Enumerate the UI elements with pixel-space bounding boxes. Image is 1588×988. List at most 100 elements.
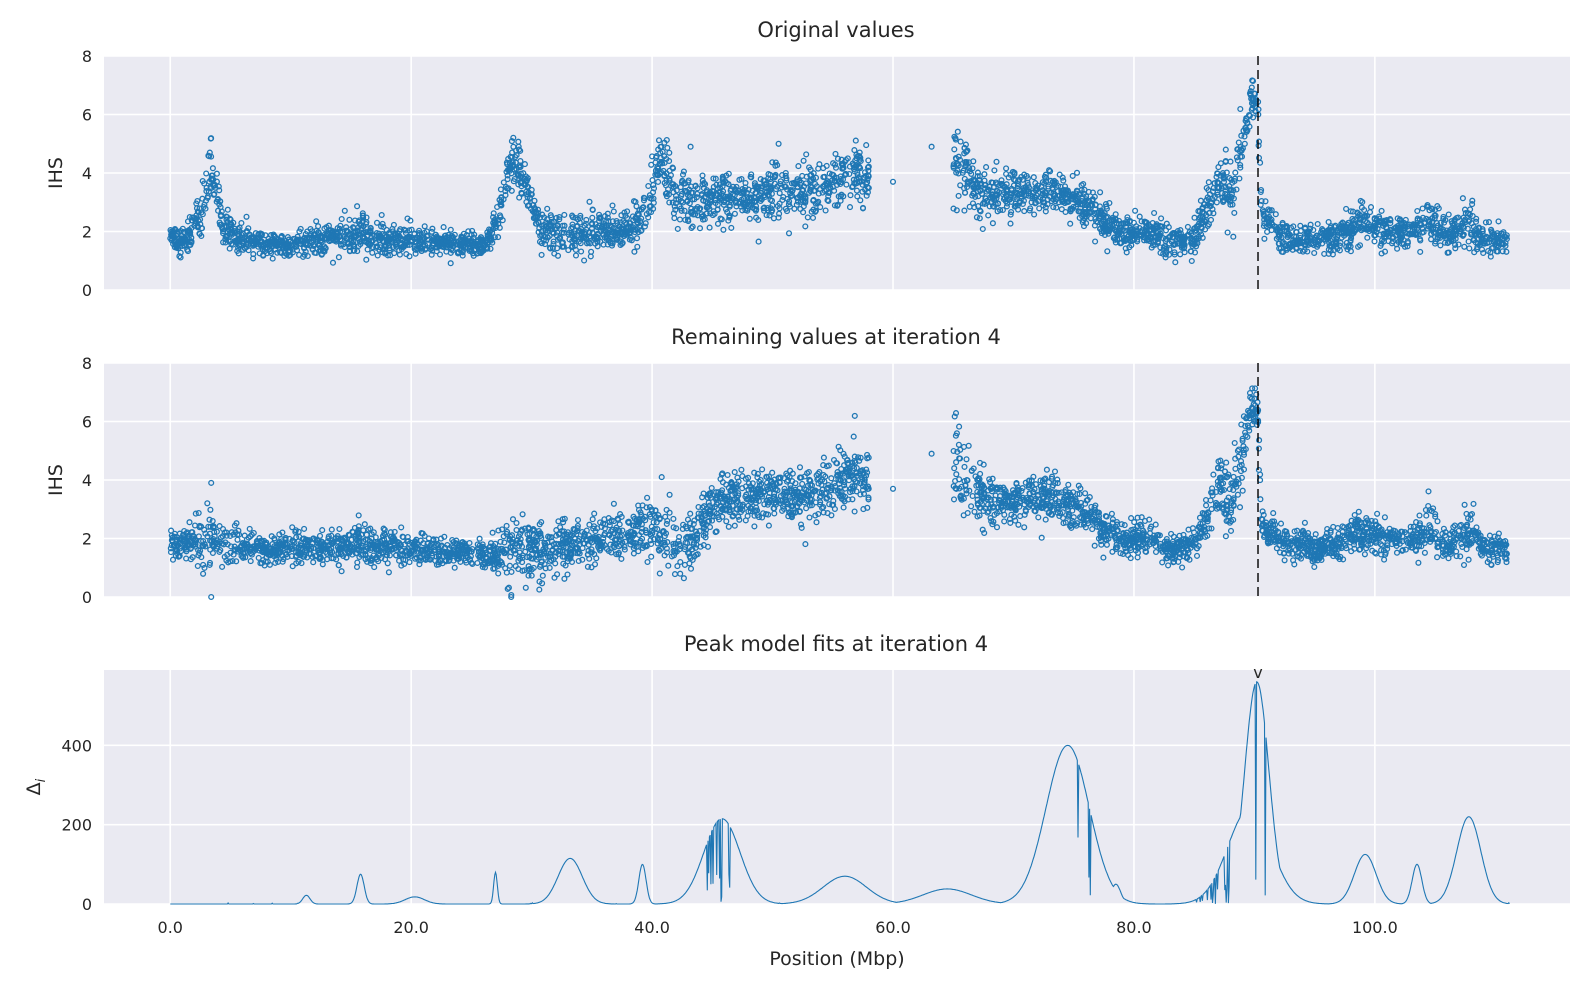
data-point <box>1103 205 1110 212</box>
data-point <box>975 193 982 200</box>
data-point <box>1059 190 1066 197</box>
data-point <box>579 228 586 235</box>
data-point <box>1079 195 1086 202</box>
data-point <box>428 237 435 244</box>
data-point <box>953 207 960 214</box>
data-point <box>1109 214 1116 221</box>
data-point <box>207 135 214 142</box>
data-point <box>459 252 466 259</box>
data-point <box>719 173 726 180</box>
data-point <box>1314 238 1321 245</box>
data-point <box>1404 243 1411 250</box>
data-point <box>569 212 576 219</box>
data-point <box>1011 171 1018 178</box>
data-point <box>517 170 524 177</box>
data-point <box>267 237 274 245</box>
data-point <box>492 216 499 223</box>
data-point <box>177 242 184 249</box>
data-point <box>746 215 753 222</box>
data-point <box>565 247 572 254</box>
data-point <box>1367 204 1375 211</box>
y-tick-label: 4 <box>82 471 92 490</box>
data-point <box>428 228 435 235</box>
data-point <box>1268 216 1275 223</box>
data-point <box>1027 205 1034 212</box>
data-point <box>218 208 225 215</box>
data-point <box>1084 197 1091 204</box>
data-point <box>699 216 707 223</box>
data-point <box>864 179 871 186</box>
data-point <box>564 571 571 578</box>
data-point <box>999 206 1006 214</box>
data-point <box>1205 221 1212 228</box>
data-point <box>519 511 526 518</box>
data-point <box>1238 132 1245 139</box>
data-point <box>755 497 762 505</box>
data-point <box>673 196 680 203</box>
data-point <box>1419 214 1427 221</box>
data-point <box>1314 220 1321 228</box>
data-point <box>1481 240 1488 247</box>
data-point <box>1349 215 1356 222</box>
data-point <box>1477 239 1485 246</box>
data-point <box>600 231 607 238</box>
data-point <box>684 198 691 205</box>
data-point <box>211 190 218 198</box>
data-point <box>656 547 663 554</box>
data-point <box>1451 216 1459 223</box>
data-point <box>559 516 566 523</box>
data-point <box>205 152 212 159</box>
data-point <box>517 147 524 154</box>
data-point <box>574 516 582 524</box>
data-point <box>1495 218 1502 225</box>
data-point <box>1053 196 1060 203</box>
data-point <box>838 179 845 186</box>
data-point <box>1465 238 1472 245</box>
data-point <box>594 238 601 245</box>
data-point <box>803 151 810 158</box>
data-point <box>840 450 847 457</box>
data-point <box>280 242 287 249</box>
data-point <box>1165 234 1172 241</box>
data-point <box>1158 215 1165 222</box>
data-point <box>1140 234 1147 241</box>
data-point <box>757 176 764 183</box>
data-point <box>1035 198 1042 205</box>
data-point <box>864 164 872 171</box>
data-point <box>476 535 483 542</box>
data-point <box>283 550 290 558</box>
data-point <box>1257 188 1264 196</box>
data-point <box>1277 245 1284 252</box>
data-point <box>976 215 983 222</box>
data-point <box>686 193 693 200</box>
data-point <box>1302 241 1309 248</box>
data-point <box>1252 107 1259 114</box>
data-point <box>822 207 829 214</box>
data-point <box>1287 224 1295 231</box>
panel-title: Original values <box>757 18 914 42</box>
data-point <box>587 234 594 241</box>
data-point <box>387 252 394 259</box>
data-point <box>1435 205 1442 212</box>
data-point <box>207 185 214 192</box>
data-point <box>248 234 255 241</box>
data-point <box>620 218 627 225</box>
data-point <box>494 203 501 211</box>
data-point <box>977 208 984 215</box>
data-point <box>462 237 470 244</box>
data-point <box>543 237 550 244</box>
data-point <box>1354 210 1362 217</box>
data-point <box>267 232 275 239</box>
data-point <box>981 200 988 207</box>
data-point <box>199 195 206 202</box>
data-point <box>685 177 692 184</box>
data-point <box>1112 228 1119 235</box>
data-point <box>1133 223 1140 230</box>
data-point <box>950 164 957 171</box>
data-point <box>1258 197 1265 205</box>
data-point <box>176 253 183 260</box>
data-point <box>1419 205 1426 212</box>
data-point <box>1221 197 1228 204</box>
data-point <box>451 564 458 571</box>
data-point <box>1372 232 1379 239</box>
